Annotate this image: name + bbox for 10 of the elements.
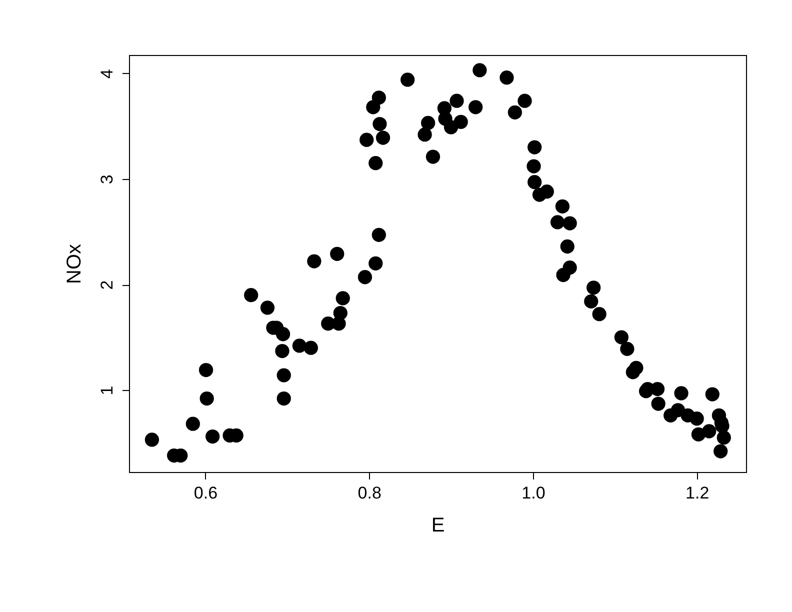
x-tick-label: 1.0: [522, 484, 546, 502]
x-axis-title: E: [431, 514, 445, 536]
x-tick-label: 1.2: [686, 484, 710, 502]
x-tick-label: 0.8: [358, 484, 382, 502]
y-tick-label: 2: [98, 280, 116, 290]
y-tick-label: 1: [98, 386, 116, 396]
y-tick-label: 4: [98, 69, 116, 79]
y-axis-title: NOx: [64, 244, 86, 284]
y-tick-label: 3: [98, 174, 116, 184]
x-tick-label: 0.6: [194, 484, 218, 502]
